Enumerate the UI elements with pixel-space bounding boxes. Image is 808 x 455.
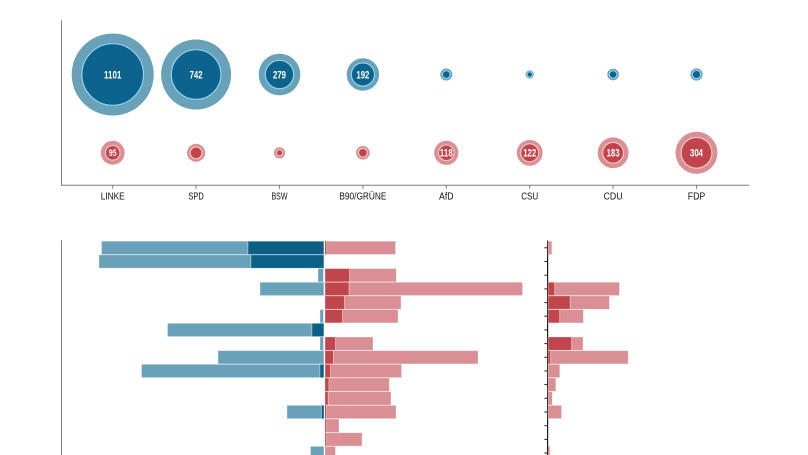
svg-text:118: 118	[440, 148, 453, 160]
svg-text:CDU: CDU	[604, 192, 623, 203]
svg-text:122: 122	[523, 148, 536, 160]
svg-text:AfD: AfD	[439, 192, 454, 203]
svg-text:SPD: SPD	[188, 192, 204, 203]
svg-text:95: 95	[109, 148, 118, 159]
svg-text:LINKE: LINKE	[101, 192, 125, 203]
svg-text:B90/GRÜNE: B90/GRÜNE	[339, 191, 386, 203]
svg-text:183: 183	[607, 148, 620, 160]
svg-text:742: 742	[190, 69, 203, 81]
svg-text:BSW: BSW	[272, 192, 288, 203]
svg-text:279: 279	[273, 69, 286, 81]
svg-text:FDP: FDP	[688, 192, 706, 203]
svg-text:1101: 1101	[104, 69, 121, 81]
svg-text:304: 304	[690, 148, 704, 160]
svg-text:CSU: CSU	[521, 192, 538, 203]
svg-text:192: 192	[356, 69, 369, 81]
